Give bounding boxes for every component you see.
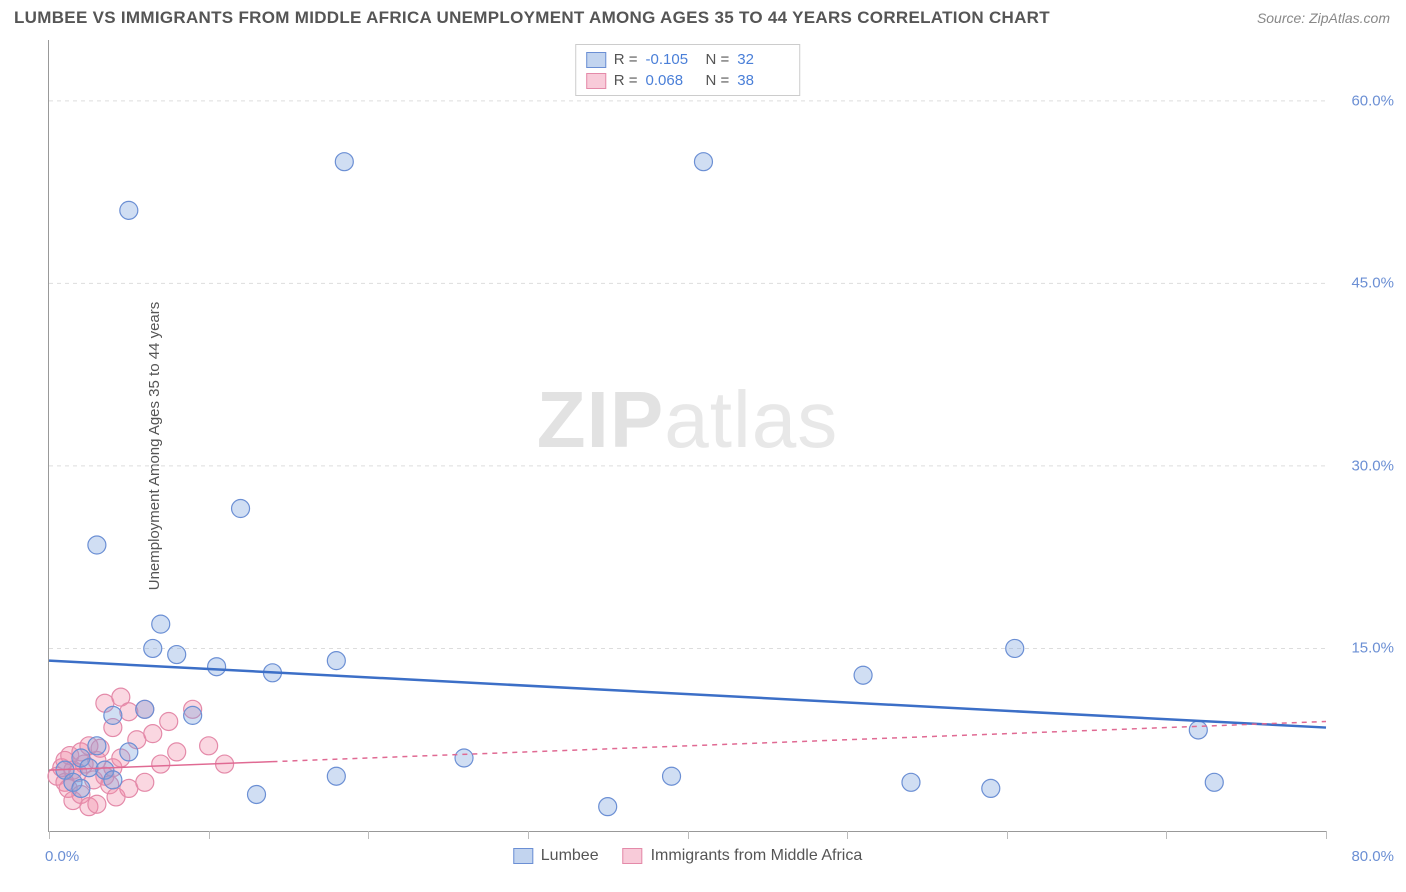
x-tick [368, 831, 369, 839]
chart-title: LUMBEE VS IMMIGRANTS FROM MIDDLE AFRICA … [14, 8, 1050, 28]
data-point [136, 700, 154, 718]
data-point [144, 725, 162, 743]
data-point [335, 153, 353, 171]
y-tick-label: 15.0% [1351, 640, 1394, 657]
data-point [232, 500, 250, 518]
data-point [455, 749, 473, 767]
data-point [694, 153, 712, 171]
data-point [120, 779, 138, 797]
x-tick [209, 831, 210, 839]
data-point [327, 652, 345, 670]
x-tick [688, 831, 689, 839]
x-tick [1326, 831, 1327, 839]
data-point [88, 795, 106, 813]
x-tick [49, 831, 50, 839]
x-tick [1166, 831, 1167, 839]
source-attribution: Source: ZipAtlas.com [1257, 10, 1390, 26]
y-tick-label: 60.0% [1351, 92, 1394, 109]
data-point [160, 712, 178, 730]
x-tick [847, 831, 848, 839]
data-point [144, 639, 162, 657]
legend-item-immigrants: Immigrants from Middle Africa [623, 847, 863, 865]
data-point [120, 743, 138, 761]
data-point [248, 785, 266, 803]
data-point [152, 755, 170, 773]
data-point [982, 779, 1000, 797]
swatch-immigrants-bottom [623, 848, 643, 864]
data-point [104, 706, 122, 724]
data-point [120, 201, 138, 219]
x-tick [528, 831, 529, 839]
data-point [599, 798, 617, 816]
data-point [1006, 639, 1024, 657]
data-point [1205, 773, 1223, 791]
data-point [208, 658, 226, 676]
y-tick-label: 45.0% [1351, 275, 1394, 292]
data-point [136, 773, 154, 791]
data-point [88, 737, 106, 755]
data-point [1189, 721, 1207, 739]
swatch-lumbee-bottom [513, 848, 533, 864]
x-tick [1007, 831, 1008, 839]
trend-line [49, 661, 1326, 728]
x-axis-max-label: 80.0% [1351, 848, 1394, 865]
plot-svg [49, 40, 1326, 831]
data-point [152, 615, 170, 633]
data-point [200, 737, 218, 755]
data-point [168, 646, 186, 664]
legend-item-lumbee: Lumbee [513, 847, 599, 865]
data-point [72, 779, 90, 797]
data-point [902, 773, 920, 791]
x-axis-min-label: 0.0% [45, 848, 79, 865]
data-point [88, 536, 106, 554]
trend-line-extrapolated [272, 721, 1326, 761]
plot-area: ZIPatlas R = -0.105 N = 32 R = 0.068 N =… [48, 40, 1326, 832]
y-tick-label: 30.0% [1351, 457, 1394, 474]
data-point [327, 767, 345, 785]
legend-label-lumbee: Lumbee [541, 847, 599, 865]
legend-label-immigrants: Immigrants from Middle Africa [651, 847, 863, 865]
data-point [168, 743, 186, 761]
data-point [184, 706, 202, 724]
series-legend: Lumbee Immigrants from Middle Africa [513, 847, 862, 865]
data-point [854, 666, 872, 684]
data-point [104, 771, 122, 789]
data-point [120, 703, 138, 721]
data-point [663, 767, 681, 785]
